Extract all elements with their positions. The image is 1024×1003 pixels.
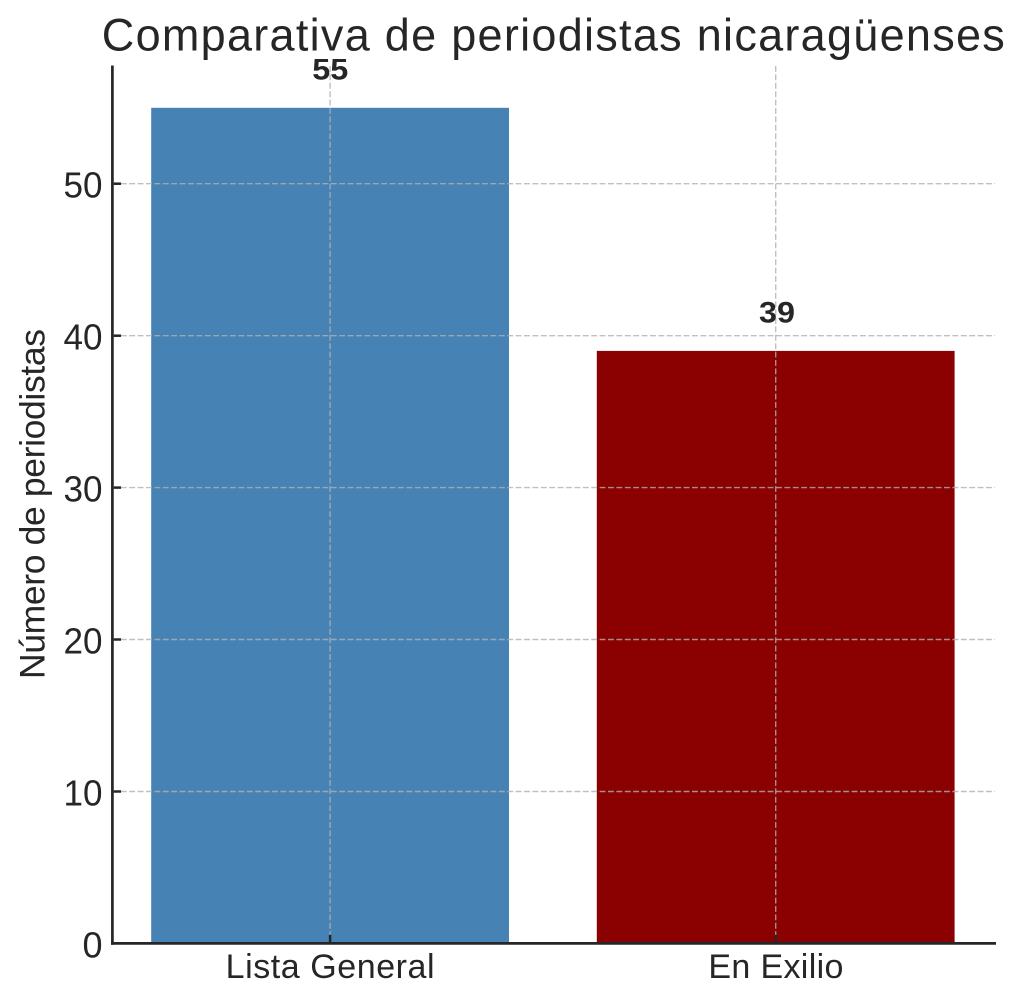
svg-text:10: 10 (64, 773, 103, 814)
svg-text:55: 55 (312, 53, 348, 86)
svg-text:30: 30 (64, 469, 103, 510)
svg-text:Comparativa de periodistas nic: Comparativa de periodistas nicaragüenses (102, 10, 1005, 61)
svg-text:50: 50 (64, 165, 103, 206)
svg-text:Número de periodistas: Número de periodistas (13, 329, 53, 679)
svg-text:En Exilio: En Exilio (708, 948, 843, 986)
svg-text:Lista General: Lista General (226, 948, 435, 986)
svg-text:0: 0 (82, 924, 102, 965)
svg-text:20: 20 (64, 621, 103, 662)
svg-text:39: 39 (759, 296, 795, 329)
svg-text:40: 40 (64, 317, 103, 358)
